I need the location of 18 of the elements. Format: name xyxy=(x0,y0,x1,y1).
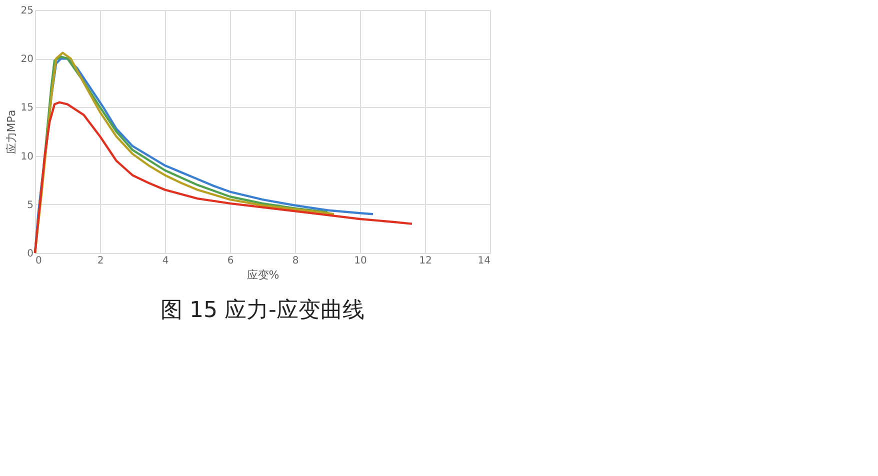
text: 图 15 应力-应变曲线 xyxy=(160,298,364,323)
x-axis-title: 应变% xyxy=(246,268,280,282)
x-tick-label: 2 xyxy=(97,256,104,266)
x-tick-label: 0 xyxy=(36,256,42,266)
y-tick-label: 15 xyxy=(20,102,34,114)
y-tick-label: 25 xyxy=(20,6,34,16)
line-series xyxy=(34,101,414,254)
x-tick-label: 14 xyxy=(478,256,490,266)
x-tick-label: 6 xyxy=(227,256,234,266)
x-tick-label: 8 xyxy=(292,256,299,266)
y-axis-title: 应力MPa xyxy=(4,110,18,154)
y-tick-label: 20 xyxy=(20,54,34,66)
y-tick-label: 0 xyxy=(27,248,34,260)
x-tick-label: 12 xyxy=(419,256,432,266)
y-tick-label: 10 xyxy=(20,151,34,162)
x-tick-label: 10 xyxy=(354,256,367,266)
y-tick-label: 5 xyxy=(27,200,34,211)
x-tick-label: 4 xyxy=(162,256,169,266)
